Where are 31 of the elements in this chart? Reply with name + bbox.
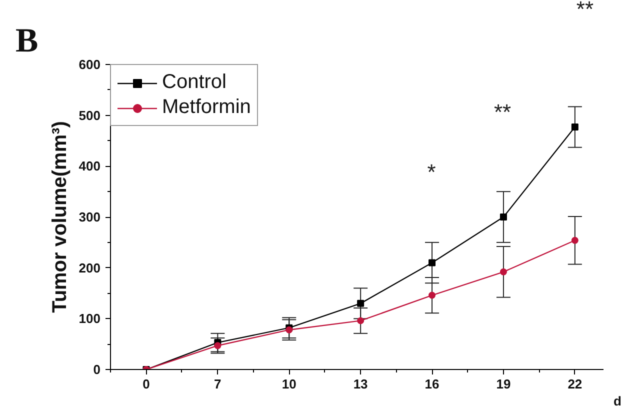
x-axis-title: d <box>614 394 622 408</box>
x-tick-label: 7 <box>214 376 222 392</box>
y-tick-label: 500 <box>78 108 101 123</box>
point <box>500 214 507 220</box>
legend-label: Control <box>162 71 226 94</box>
point <box>357 300 364 307</box>
y-tick-label: 100 <box>78 311 101 326</box>
x-tick-label: 22 <box>568 376 582 392</box>
y-tick-label: 400 <box>78 158 101 174</box>
text: B <box>16 22 38 60</box>
point <box>214 342 222 350</box>
y-axis-title: Tumor volume(mm³) <box>48 121 71 313</box>
y-tick-label: 300 <box>78 210 101 224</box>
y-tick-label: 600 <box>78 57 101 72</box>
x-tick-label: 19 <box>496 376 511 392</box>
point <box>428 292 436 299</box>
text: ** <box>576 0 594 22</box>
annotation: * <box>427 160 436 184</box>
point <box>357 317 364 324</box>
x-tick-label: 16 <box>424 376 440 392</box>
annotation: ** <box>494 100 512 124</box>
legend-label: Metformin <box>162 96 251 119</box>
point <box>571 124 578 131</box>
y-tick-label: 0 <box>93 362 101 377</box>
point <box>500 268 507 276</box>
y-tick-label: 200 <box>78 260 101 276</box>
point <box>571 236 578 244</box>
point <box>428 259 436 266</box>
x-tick-label: 13 <box>353 376 368 392</box>
x-tick-label: 10 <box>282 376 296 392</box>
x-tick-label: 0 <box>142 376 150 392</box>
